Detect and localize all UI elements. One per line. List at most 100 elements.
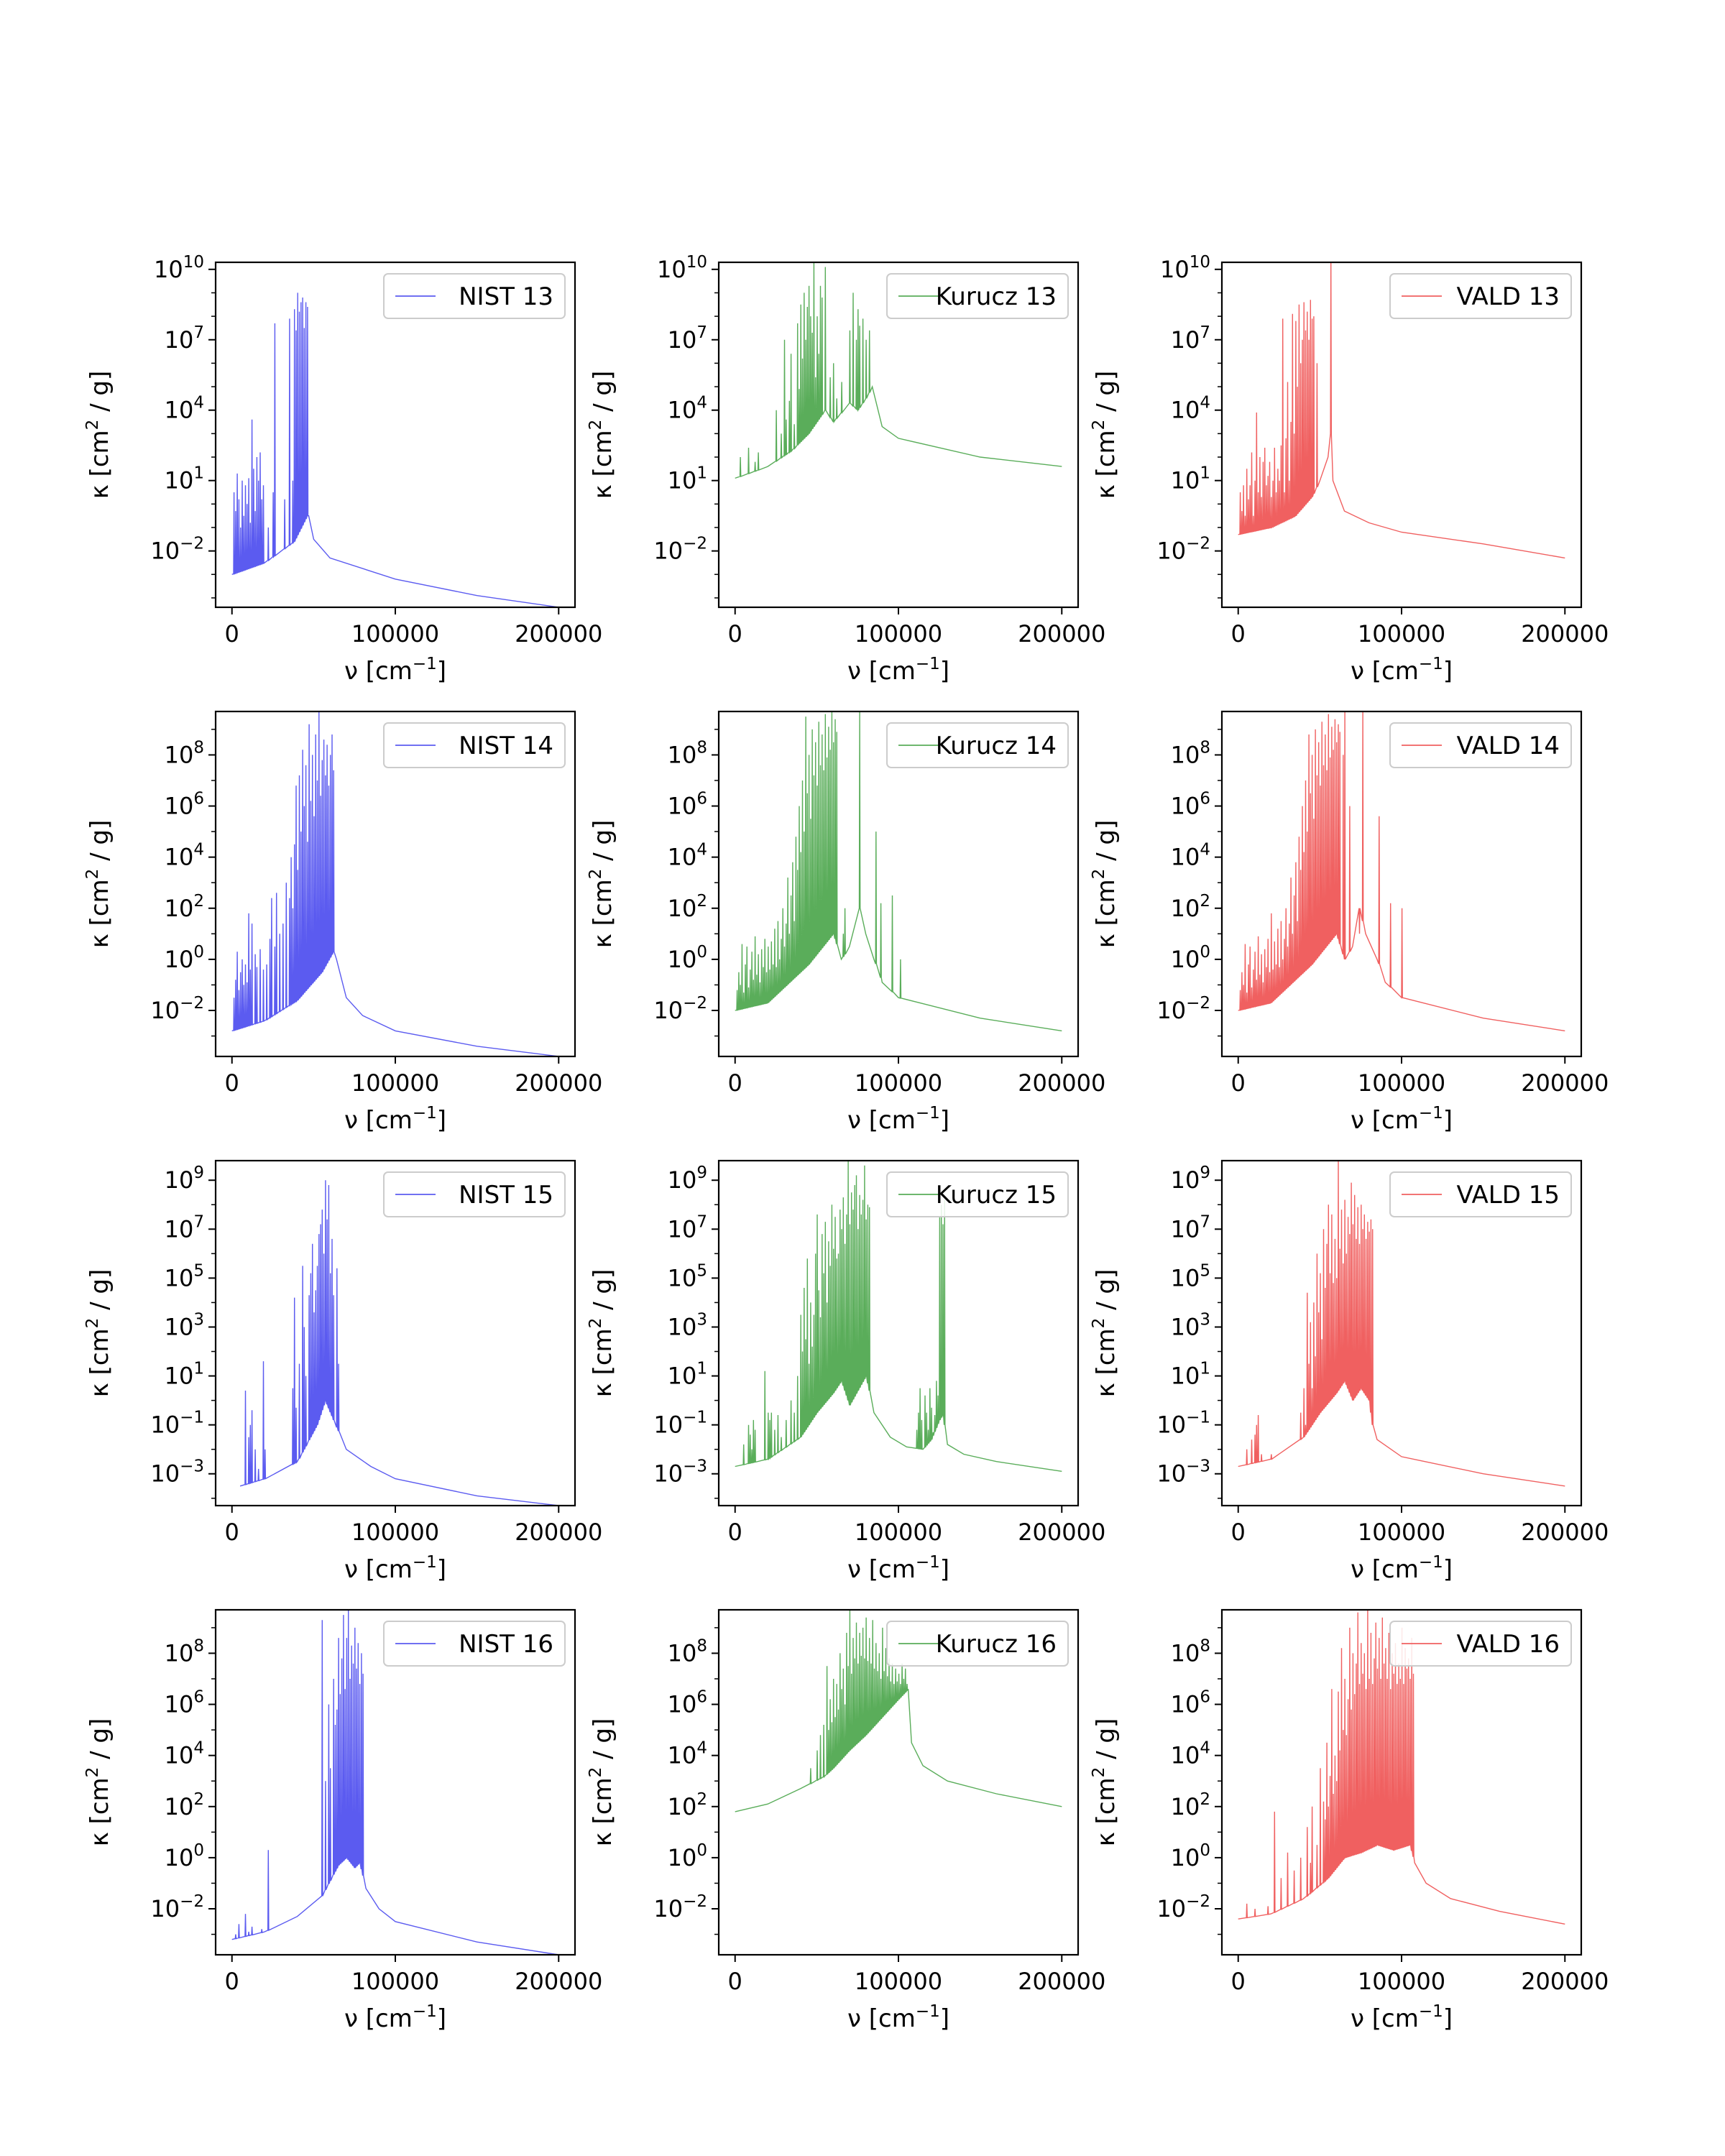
y-tick-label: 104: [165, 1739, 204, 1769]
y-tick-label: 108: [1171, 1636, 1210, 1667]
y-tick-label: 106: [165, 1688, 204, 1718]
y-tick-label: 102: [165, 1790, 204, 1820]
y-tick-label: 108: [668, 1636, 707, 1667]
x-tick-label: 200000: [515, 1069, 602, 1097]
x-tick-label: 100000: [855, 1968, 942, 1995]
y-tick-label: 108: [1171, 738, 1210, 768]
y-tick-label: 106: [668, 790, 707, 820]
legend-box: [1389, 1621, 1572, 1667]
panel-vald-14: 0 100000 200000 108 106 104 102 100 10−2 ν [cm−1]…: [1090, 710, 1609, 1135]
y-tick-label: 1010: [657, 253, 707, 283]
y-tick-label: 103: [668, 1310, 707, 1340]
y-tick-label: 100: [668, 943, 707, 973]
series-line-kurucz-13: [735, 262, 1062, 479]
x-tick-label: 200000: [515, 1968, 602, 1995]
legend-label: NIST 16: [459, 1630, 553, 1659]
legend-label: Kurucz 14: [936, 732, 1057, 760]
x-tick-label: 0: [728, 620, 742, 648]
x-tick-label: 0: [225, 620, 239, 648]
y-tick-label: 10−3: [150, 1457, 204, 1488]
y-tick-label: 106: [1171, 790, 1210, 820]
y-tick-label: 102: [165, 892, 204, 922]
y-tick-label: 106: [668, 1688, 707, 1718]
y-tick-label: 100: [165, 943, 204, 973]
x-tick-label: 0: [728, 1519, 742, 1546]
x-tick-label: 100000: [351, 1968, 439, 1995]
legend-box: [383, 273, 566, 319]
y-axis-label: κ [cm2 / g]: [1090, 371, 1121, 499]
panel-nist-13: 0 100000 200000 1010 107 104 101 10−2 ν [cm−1] κ …: [83, 253, 602, 686]
x-tick-label: 0: [728, 1968, 742, 1995]
y-tick-label: 107: [165, 323, 204, 354]
y-tick-label: 104: [668, 394, 707, 424]
y-axis-label: κ [cm2 / g]: [83, 1269, 114, 1398]
legend-label: Kurucz 13: [936, 282, 1057, 311]
y-tick-label: 104: [165, 841, 204, 871]
y-tick-label: 102: [668, 1790, 707, 1820]
x-tick-label: 0: [225, 1968, 239, 1995]
y-tick-label: 105: [1171, 1261, 1210, 1291]
y-tick-label: 10−2: [150, 994, 204, 1024]
legend-label: Kurucz 16: [936, 1630, 1057, 1659]
y-tick-label: 101: [668, 1360, 707, 1390]
y-tick-label: 10−2: [1156, 1892, 1210, 1922]
y-tick-label: 105: [165, 1261, 204, 1291]
series-line-nist-16: [231, 1610, 559, 1955]
y-tick-label: 102: [1171, 892, 1210, 922]
y-tick-label: 102: [668, 892, 707, 922]
panel-kurucz-16: 0 100000 200000 108 106 104 102 100 10−2 ν [cm−1]…: [586, 1608, 1105, 2033]
y-tick-label: 105: [668, 1261, 707, 1291]
y-tick-label: 108: [165, 1636, 204, 1667]
series-line-vald-16: [1238, 1610, 1565, 1925]
y-tick-label: 10−2: [1156, 535, 1210, 565]
x-tick-label: 0: [728, 1069, 742, 1097]
y-tick-label: 109: [1171, 1164, 1210, 1194]
x-tick-label: 200000: [1018, 1069, 1105, 1097]
y-tick-label: 10−2: [150, 1892, 204, 1922]
y-axis-label: κ [cm2 / g]: [1090, 820, 1121, 949]
y-tick-label: 10−2: [653, 535, 707, 565]
y-tick-label: 104: [1171, 394, 1210, 424]
y-axis-label: κ [cm2 / g]: [83, 820, 114, 949]
y-tick-label: 102: [1171, 1790, 1210, 1820]
y-tick-label: 10−3: [1156, 1457, 1210, 1488]
y-tick-label: 107: [1171, 323, 1210, 354]
x-tick-label: 100000: [351, 1069, 439, 1097]
y-axis-label: κ [cm2 / g]: [586, 371, 617, 499]
y-tick-label: 101: [1171, 1360, 1210, 1390]
x-tick-label: 200000: [1018, 1968, 1105, 1995]
x-axis-label: ν [cm−1]: [1351, 655, 1453, 686]
legend-label: Kurucz 15: [936, 1181, 1057, 1210]
x-tick-label: 200000: [1018, 620, 1105, 648]
legend-box: [886, 273, 1069, 319]
x-tick-label: 200000: [1521, 1519, 1609, 1546]
y-tick-label: 101: [1171, 464, 1210, 494]
y-tick-label: 100: [165, 1841, 204, 1871]
x-tick-label: 0: [1231, 1069, 1246, 1097]
legend-box: [383, 722, 566, 768]
y-tick-label: 106: [165, 790, 204, 820]
x-tick-label: 200000: [515, 620, 602, 648]
y-axis-label: κ [cm2 / g]: [83, 1718, 114, 1847]
legend-box: [383, 1621, 566, 1667]
y-tick-label: 107: [1171, 1212, 1210, 1243]
x-tick-label: 100000: [855, 1519, 942, 1546]
y-axis-label: κ [cm2 / g]: [586, 1718, 617, 1847]
y-tick-label: 10−2: [653, 994, 707, 1024]
series-line-vald-13: [1238, 262, 1565, 559]
x-axis-label: ν [cm−1]: [847, 1104, 949, 1135]
panel-nist-15: 0 100000 200000 109 107 105 103 101 10−1 10−3 ν [c…: [83, 1159, 602, 1584]
y-tick-label: 109: [668, 1164, 707, 1194]
x-tick-label: 200000: [1521, 1968, 1609, 1995]
y-tick-label: 107: [165, 1212, 204, 1243]
series-line-nist-13: [231, 292, 559, 607]
x-tick-label: 100000: [855, 620, 942, 648]
legend-box: [1389, 273, 1572, 319]
legend-box: [886, 1621, 1069, 1667]
panel-kurucz-15: 0 100000 200000 109 107 105 103 101 10−1 10−3 ν [c…: [586, 1159, 1105, 1584]
x-axis-label: ν [cm−1]: [1351, 1553, 1453, 1584]
series-line-kurucz-15: [735, 1161, 1062, 1472]
legend-label: NIST 13: [459, 282, 553, 311]
y-tick-label: 101: [165, 464, 204, 494]
y-tick-label: 104: [668, 1739, 707, 1769]
